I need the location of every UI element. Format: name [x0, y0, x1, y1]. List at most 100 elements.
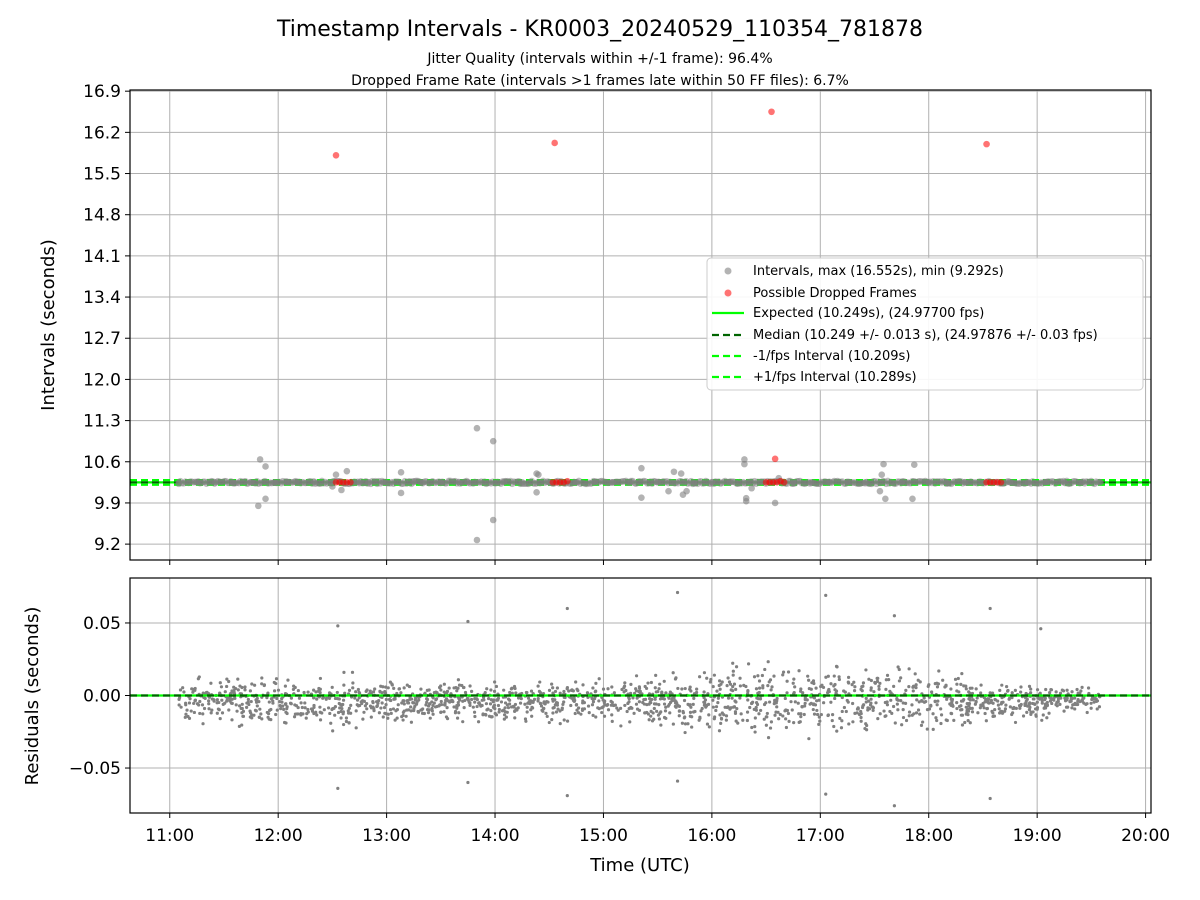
- residual-point: [1013, 720, 1018, 725]
- residual-point: [329, 721, 333, 725]
- residual-point: [961, 699, 965, 703]
- residual-point: [570, 696, 574, 700]
- residual-point: [884, 678, 888, 682]
- residual-point: [388, 698, 392, 702]
- interval-point: [961, 479, 969, 486]
- residual-point: [659, 723, 663, 727]
- residual-point: [774, 710, 778, 714]
- residual-point: [198, 699, 202, 704]
- interval-point: [175, 479, 183, 486]
- residual-point: [799, 715, 803, 719]
- residual-point: [754, 708, 758, 712]
- interval-point: [489, 516, 497, 524]
- residual-point: [1001, 711, 1005, 715]
- residual-point: [769, 720, 774, 724]
- residual-point: [190, 687, 194, 691]
- residual-point: [247, 702, 251, 707]
- residual-point: [443, 701, 447, 705]
- residual-point: [664, 705, 668, 709]
- residual-point: [1040, 718, 1044, 722]
- residual-point: [404, 714, 408, 718]
- residual-point: [255, 696, 259, 701]
- residual-outlier-point: [466, 619, 470, 624]
- residual-point: [267, 717, 271, 721]
- residual-point: [857, 712, 862, 717]
- residual-point: [586, 704, 591, 708]
- residual-point: [276, 688, 281, 692]
- intervals-plot-frame: [129, 89, 1152, 561]
- interval-point: [826, 479, 833, 486]
- residual-point: [887, 678, 891, 682]
- residual-point: [643, 711, 647, 715]
- residual-point: [497, 710, 501, 714]
- residual-point: [341, 702, 345, 707]
- residual-point: [357, 696, 361, 700]
- x-tick-label: 18:00: [904, 826, 953, 846]
- residual-point: [562, 718, 566, 722]
- residual-point: [349, 703, 353, 708]
- residual-point: [1010, 691, 1014, 695]
- residual-point: [818, 719, 822, 723]
- residual-point: [960, 723, 965, 727]
- residual-point: [915, 698, 919, 702]
- residual-point: [384, 697, 388, 702]
- residual-point: [453, 711, 458, 715]
- residual-point: [531, 706, 535, 710]
- residual-point: [1063, 699, 1068, 703]
- interval-point: [862, 479, 869, 486]
- residual-point: [974, 699, 978, 704]
- dropped-frame-point: [551, 139, 558, 147]
- residual-point: [562, 689, 566, 694]
- residual-point: [1089, 701, 1093, 705]
- residual-point: [935, 718, 939, 723]
- residual-point: [698, 675, 702, 679]
- intervals-y-tick-label: 14.8: [83, 206, 121, 226]
- residual-point: [674, 676, 678, 680]
- residual-point: [840, 695, 844, 700]
- interval-point: [1060, 479, 1068, 486]
- residual-point: [391, 707, 396, 711]
- legend-box: [706, 257, 1144, 391]
- residual-point: [552, 705, 556, 710]
- legend-intervals-marker: [724, 267, 732, 275]
- intervals-y-tick-label: 15.5: [83, 165, 121, 185]
- residual-point: [489, 688, 493, 692]
- residual-point: [931, 712, 935, 716]
- residual-point: [1003, 707, 1008, 711]
- residual-point: [869, 701, 873, 705]
- interval-point: [1006, 479, 1014, 486]
- residual-point: [558, 709, 562, 713]
- residual-point: [227, 679, 231, 684]
- residual-point: [705, 722, 710, 726]
- residual-point: [643, 684, 647, 689]
- residual-point: [683, 722, 688, 726]
- residual-point: [1073, 707, 1077, 711]
- residual-point: [769, 688, 773, 692]
- residual-point: [218, 681, 222, 685]
- residual-point: [1090, 697, 1094, 702]
- residual-point: [419, 687, 423, 691]
- residual-point: [198, 711, 202, 716]
- residual-point: [632, 711, 636, 715]
- residual-point: [1049, 688, 1053, 692]
- residual-point: [347, 706, 351, 710]
- residual-point: [526, 701, 530, 705]
- residual-point: [253, 683, 257, 687]
- residual-point: [957, 704, 962, 709]
- residual-point: [910, 703, 914, 707]
- residual-point: [597, 699, 601, 703]
- residual-point: [914, 686, 918, 690]
- residual-point: [899, 676, 903, 680]
- residuals-y-tick-label: 0.05: [83, 614, 121, 634]
- intervals-y-tick-label: 9.9: [94, 494, 121, 514]
- residual-point: [272, 689, 277, 693]
- residual-point: [424, 703, 428, 707]
- interval-point: [262, 463, 269, 470]
- residual-point: [254, 709, 258, 713]
- residual-point: [1058, 702, 1062, 706]
- interval-point: [844, 479, 851, 486]
- residual-point: [819, 712, 823, 717]
- residual-point: [1097, 705, 1102, 709]
- residual-point: [647, 718, 651, 722]
